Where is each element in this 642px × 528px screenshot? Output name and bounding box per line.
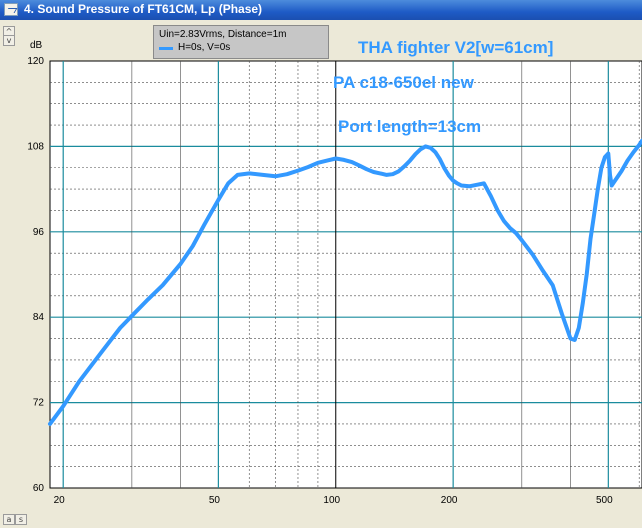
y-tick-labels: 60 72 84 96 108 120	[27, 56, 44, 494]
bottom-tool-button-2[interactable]: s	[15, 514, 27, 525]
window-title: 4. Sound Pressure of FT61CM, Lp (Phase)	[24, 2, 263, 16]
y-tick-label: 72	[33, 398, 45, 409]
x-tick-labels: 20 50 100 200 500	[54, 495, 613, 506]
chart-window-icon	[4, 3, 18, 16]
legend-series-swatch	[159, 47, 173, 50]
x-tick-label: 200	[441, 495, 458, 506]
y-tick-label: 108	[27, 141, 44, 152]
annotation-port: Port length=13cm	[338, 117, 481, 136]
y-tick-label: 96	[33, 227, 45, 238]
window-titlebar[interactable]: 4. Sound Pressure of FT61CM, Lp (Phase)	[0, 0, 642, 20]
y-tick-label: 84	[33, 312, 45, 323]
legend-series-label: H=0s, V=0s	[178, 42, 231, 53]
y-tick-label: 120	[27, 56, 44, 67]
x-tick-label: 50	[209, 495, 221, 506]
x-tick-label: 20	[54, 495, 66, 506]
x-tick-label: 100	[323, 495, 340, 506]
series-line-0	[48, 138, 642, 426]
series-group	[48, 138, 642, 426]
x-tick-label: 500	[596, 495, 613, 506]
legend[interactable]: Uin=2.83Vrms, Distance=1m H=0s, V=0s	[153, 25, 329, 59]
bottom-tool-button-1[interactable]: a	[3, 514, 15, 525]
grid	[50, 61, 642, 488]
annotation-title: THA fighter V2[w=61cm]	[358, 38, 553, 57]
legend-measurement-info: Uin=2.83Vrms, Distance=1m	[159, 29, 287, 40]
scroll-down-button[interactable]: v	[3, 35, 15, 46]
y-axis-unit: dB	[30, 40, 43, 51]
y-tick-label: 60	[33, 483, 45, 494]
annotation-driver: PA c18-650el new	[333, 73, 475, 92]
